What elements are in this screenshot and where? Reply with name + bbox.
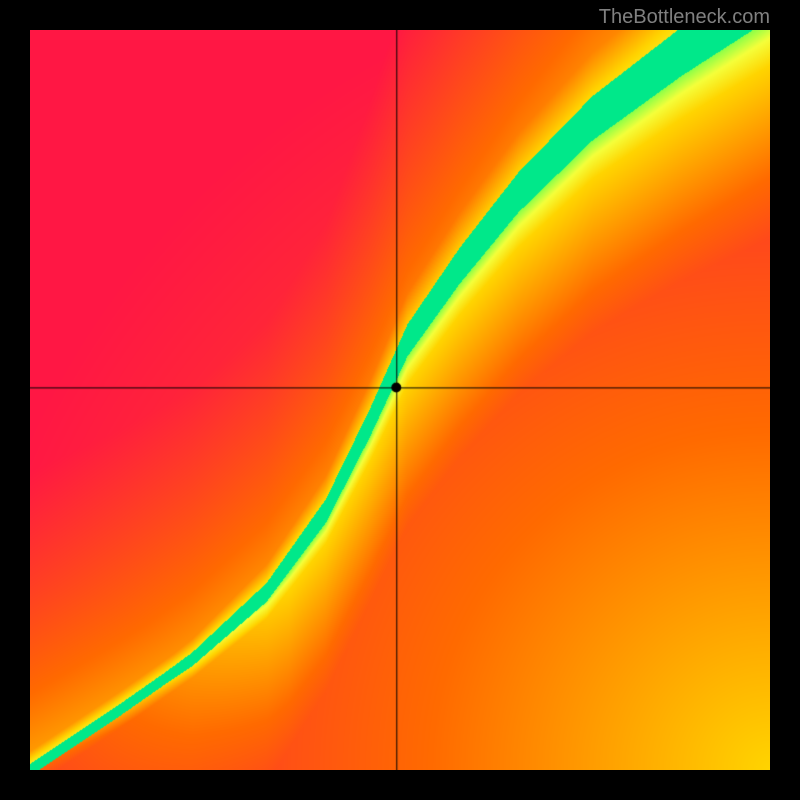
watermark-text: TheBottleneck.com: [599, 6, 770, 29]
heatmap-canvas: [30, 30, 770, 770]
chart-container: TheBottleneck.com: [0, 0, 800, 800]
heatmap-plot: [30, 30, 770, 770]
